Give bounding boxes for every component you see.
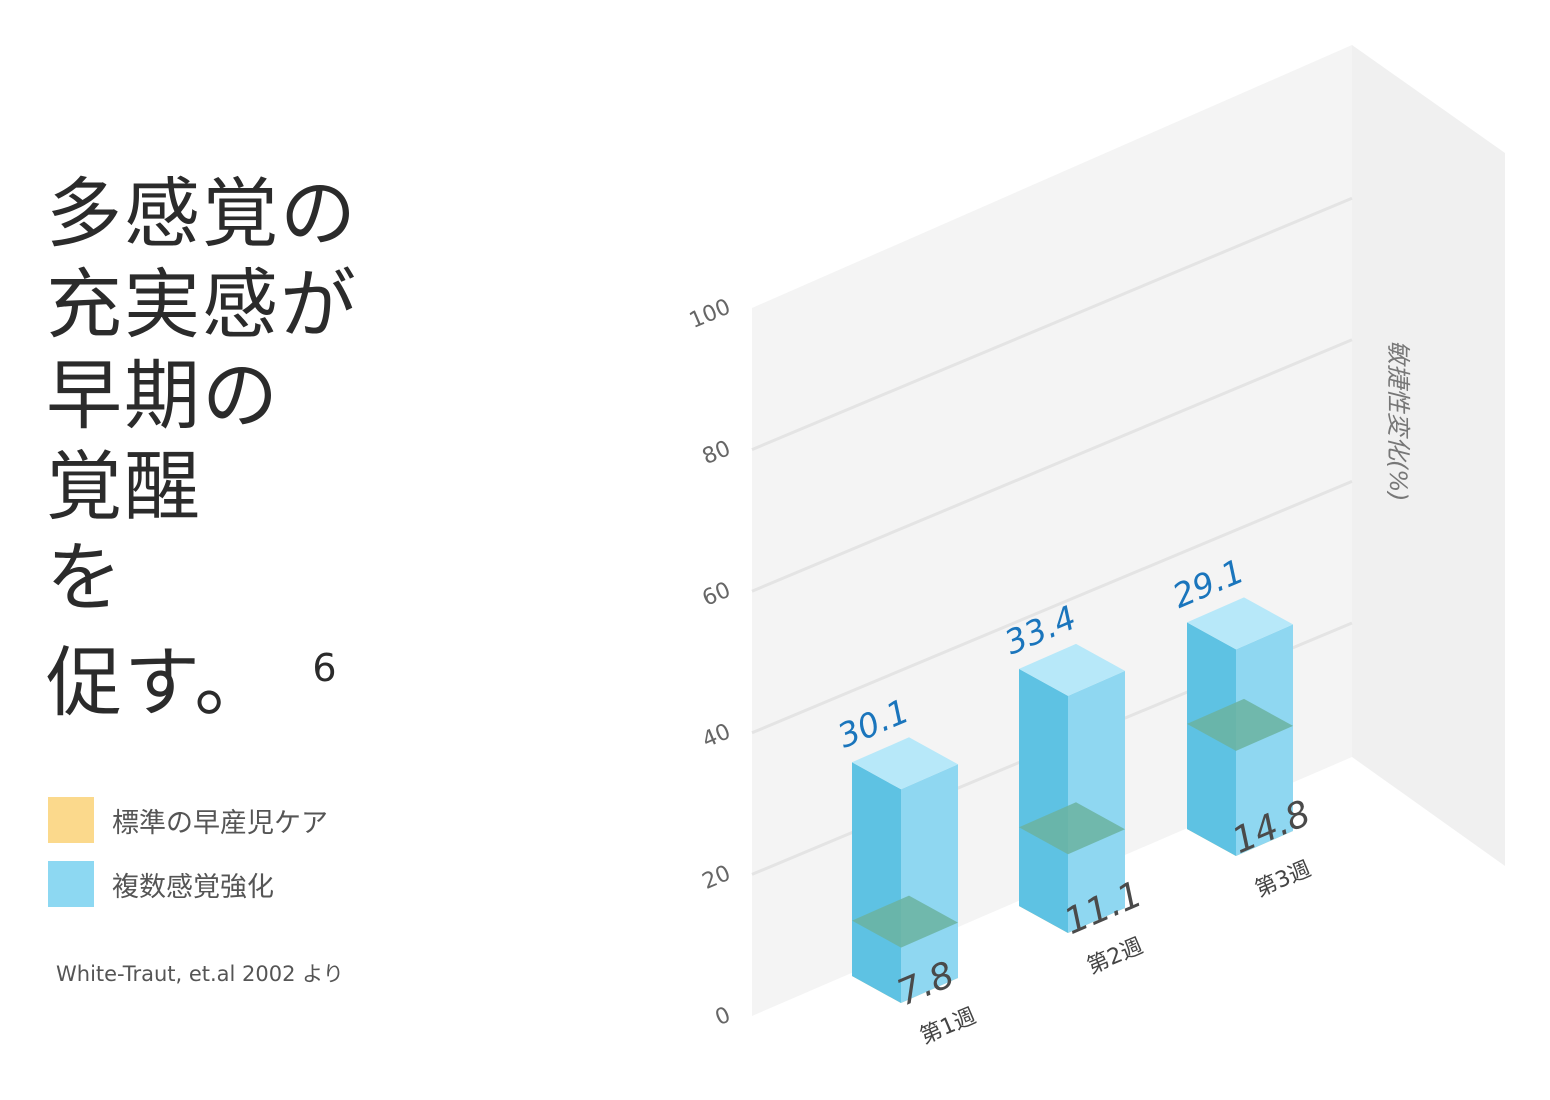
title-line-6-text: 促す。 <box>46 638 273 727</box>
bar-enhanced-2-side <box>1068 670 1125 933</box>
y-axis-label-group: 敏捷性変化(%) <box>1384 340 1412 502</box>
x-category-label: 第2週 <box>1084 934 1147 980</box>
x-category-label: 第3週 <box>1252 857 1315 903</box>
legend-swatch-enhanced <box>48 861 94 907</box>
y-tick-label: 80 <box>699 436 735 470</box>
title-line-2: 充実感が <box>46 260 358 349</box>
title-line-6: 促す。 6 <box>46 623 358 728</box>
title-footnote: 6 <box>312 646 339 690</box>
title-line-1: 多感覚の <box>46 169 358 258</box>
legend-item-standard: 標準の早産児ケア <box>48 797 328 843</box>
bar-overlap-1 <box>852 895 958 948</box>
side-wall <box>1352 45 1505 866</box>
y-tick-label: 40 <box>699 719 735 753</box>
y-tick-label: 100 <box>686 295 734 334</box>
x-category-label: 第1週 <box>917 1004 980 1050</box>
bar-enhanced-1-side <box>901 764 958 1003</box>
bar-enhanced-3-top <box>1187 597 1293 650</box>
bar-enhanced-3-side <box>1236 624 1293 856</box>
source-note: White-Traut, et.al 2002 より <box>56 962 344 986</box>
gridline <box>751 480 1353 735</box>
title-line-5: を <box>46 533 124 622</box>
y-tick-label: 20 <box>699 861 735 895</box>
gridline <box>751 196 1353 451</box>
bar-enhanced-3 <box>1187 597 1293 856</box>
bar-enhanced-2 <box>1019 643 1125 933</box>
y-axis-ticks: 0 20 40 60 80 100 <box>686 295 734 1031</box>
legend-item-enhanced: 複数感覚強化 <box>48 861 328 907</box>
y-tick-label: 0 <box>712 1003 735 1031</box>
bar-enhanced-3-front <box>1187 622 1236 856</box>
bar-overlap-3 <box>1187 698 1293 751</box>
legend: 標準の早産児ケア 複数感覚強化 <box>48 797 328 925</box>
bar-overlap-2 <box>1019 802 1125 855</box>
bar-enhanced-2-front <box>1019 668 1068 933</box>
title-line-4: 覚醒 <box>46 442 202 531</box>
legend-label-enhanced: 複数感覚強化 <box>112 871 274 903</box>
bar-enhanced-1 <box>852 737 958 1003</box>
y-axis-label: 敏捷性変化(%) <box>1384 340 1412 502</box>
title-line-3: 早期の <box>46 351 280 440</box>
legend-label-standard: 標準の早産児ケア <box>112 807 328 839</box>
y-tick-label: 60 <box>699 578 735 612</box>
bar-enhanced-2-top <box>1019 643 1125 696</box>
bar-enhanced-1-front <box>852 762 901 1003</box>
chart-title: 多感覚の 充実感が 早期の 覚醒 を 促す。 6 <box>46 168 358 728</box>
bar-enhanced-1-top <box>852 737 958 790</box>
legend-swatch-standard <box>48 797 94 843</box>
gridline <box>751 338 1353 593</box>
